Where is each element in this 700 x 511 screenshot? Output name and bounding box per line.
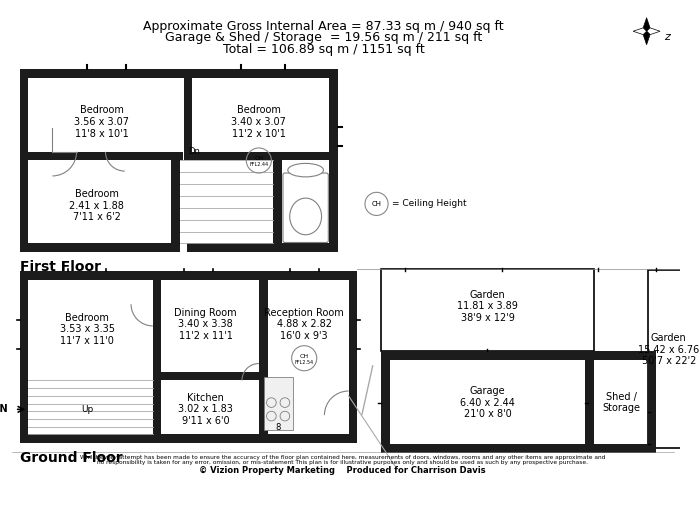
Bar (193, 152, 329, 160)
Bar (28, 78, 329, 243)
Bar (259, 271, 267, 443)
Bar (390, 360, 585, 444)
Text: 8: 8 (276, 424, 281, 432)
Bar (20, 69, 338, 78)
Bar (264, 377, 293, 430)
Text: FFL2.44: FFL2.44 (249, 162, 268, 167)
Text: Shed /
Storage: Shed / Storage (603, 392, 641, 413)
Text: Reception Room
4.88 x 2.82
16'0 x 9'3: Reception Room 4.88 x 2.82 16'0 x 9'3 (265, 308, 344, 341)
Text: z: z (664, 32, 670, 42)
Bar (183, 69, 192, 160)
Text: CH: CH (254, 156, 263, 161)
Text: Whilst every attempt has been made to ensure the accuracy of the floor plan cont: Whilst every attempt has been made to en… (80, 455, 606, 460)
Text: Ground Floor: Ground Floor (20, 451, 122, 465)
Text: Total = 106.89 sq m / 1151 sq ft: Total = 106.89 sq m / 1151 sq ft (223, 43, 424, 56)
Bar (20, 271, 28, 443)
Bar (162, 371, 259, 380)
Text: Garden
11.81 x 3.89
38'9 x 12'9: Garden 11.81 x 3.89 38'9 x 12'9 (457, 290, 518, 323)
Bar (171, 152, 180, 252)
Bar (20, 271, 357, 280)
Text: © Vizion Property Marketing    Produced for Charrison Davis: © Vizion Property Marketing Produced for… (199, 466, 486, 475)
Ellipse shape (288, 164, 323, 177)
Text: Garage & Shed / Storage  = 19.56 sq m / 211 sq ft: Garage & Shed / Storage = 19.56 sq m / 2… (165, 31, 482, 44)
Polygon shape (633, 28, 647, 35)
Bar (382, 352, 390, 453)
Bar (20, 434, 357, 443)
Text: Bedroom
3.53 x 3.35
11'7 x 11'0: Bedroom 3.53 x 3.35 11'7 x 11'0 (60, 313, 115, 346)
Bar (382, 360, 390, 429)
Bar (648, 270, 691, 448)
Text: Dining Room
3.40 x 3.38
11'2 x 11'1: Dining Room 3.40 x 3.38 11'2 x 11'1 (174, 308, 237, 341)
Text: no responsibility is taken for any error, omission, or mis-statement This plan i: no responsibility is taken for any error… (97, 460, 588, 466)
Polygon shape (647, 28, 660, 35)
Bar (382, 430, 390, 444)
Text: Kitchen
3.02 x 1.83
9'11 x 6'0: Kitchen 3.02 x 1.83 9'11 x 6'0 (178, 393, 233, 426)
Bar (28, 280, 349, 434)
Text: Bedroom
2.41 x 1.88
7'11 x 6'2: Bedroom 2.41 x 1.88 7'11 x 6'2 (69, 189, 124, 222)
Bar (28, 152, 183, 160)
Bar (382, 269, 594, 352)
Bar (273, 160, 329, 243)
Bar (153, 271, 162, 443)
Text: CH: CH (372, 201, 382, 207)
Text: IN: IN (0, 404, 8, 414)
Text: Garden
15.42 x 6.76
50'7 x 22'2: Garden 15.42 x 6.76 50'7 x 22'2 (638, 333, 699, 366)
Text: Bedroom
3.40 x 3.07
11'2 x 10'1: Bedroom 3.40 x 3.07 11'2 x 10'1 (232, 105, 286, 138)
Text: Garage
6.40 x 2.44
21'0 x 8'0: Garage 6.40 x 2.44 21'0 x 8'0 (460, 386, 515, 419)
Bar (585, 352, 594, 453)
Bar (382, 352, 657, 360)
Bar (329, 69, 338, 252)
Bar (186, 243, 338, 252)
Text: Approximate Gross Internal Area = 87.33 sq m / 940 sq ft: Approximate Gross Internal Area = 87.33 … (144, 19, 504, 33)
Text: = Ceiling Height: = Ceiling Height (392, 199, 467, 208)
Bar (349, 271, 357, 443)
Bar (273, 152, 282, 252)
Bar (648, 352, 657, 453)
Bar (594, 444, 657, 453)
Text: CH: CH (300, 354, 309, 359)
Text: Up: Up (81, 405, 93, 414)
Polygon shape (643, 18, 650, 31)
Bar (382, 444, 594, 453)
Text: Bedroom
3.56 x 3.07
11'8 x 10'1: Bedroom 3.56 x 3.07 11'8 x 10'1 (74, 105, 129, 138)
Text: Dn: Dn (188, 147, 200, 156)
FancyBboxPatch shape (283, 173, 328, 243)
Polygon shape (643, 31, 650, 45)
Bar (594, 360, 648, 444)
Bar (20, 69, 28, 252)
Text: FFL2.54: FFL2.54 (295, 360, 314, 364)
Ellipse shape (290, 198, 321, 235)
Text: First Floor: First Floor (20, 260, 101, 274)
Bar (20, 243, 171, 252)
